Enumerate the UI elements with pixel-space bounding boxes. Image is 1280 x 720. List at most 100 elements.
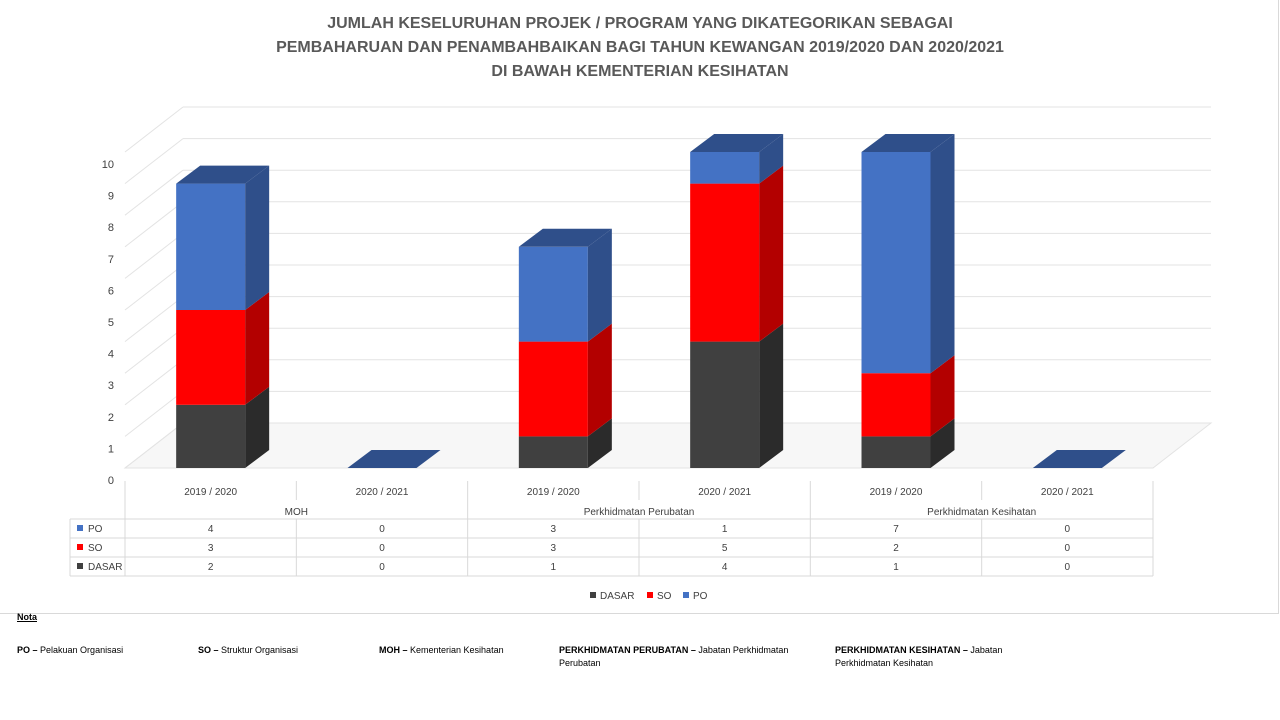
table-cell-value: 0 <box>379 543 385 554</box>
note-key: PERKHIDMATAN PERUBATAN <box>559 645 689 655</box>
note-key: PO <box>17 645 31 655</box>
bar-side-po <box>587 228 612 342</box>
y-tick-label: 1 <box>108 443 114 455</box>
gridline-side <box>124 138 184 184</box>
table-cell-value: 2 <box>208 562 214 573</box>
table-cell-value: 0 <box>379 562 385 573</box>
bar-side-dasar <box>245 386 270 468</box>
bar-po <box>861 152 931 374</box>
table-cell-value: 1 <box>722 524 728 535</box>
gridline-side <box>124 106 184 153</box>
chart-title-line-1: JUMLAH KESELURUHAN PROJEK / PROGRAM YANG… <box>327 15 953 32</box>
legend-key-po <box>683 592 689 598</box>
y-tick-label: 4 <box>108 349 114 361</box>
y-tick-label: 2 <box>108 412 114 424</box>
bar-side-so <box>245 292 270 405</box>
table-legend-key-so <box>77 544 83 550</box>
note-perkhidmatan-kesihatan: PERKHIDMATAN KESIHATAN – Jabatan Perkhid… <box>835 644 1045 670</box>
notes-heading: Nota <box>17 612 37 622</box>
bar-po <box>518 246 588 342</box>
y-tick-label: 5 <box>108 317 114 329</box>
note-key: SO <box>198 645 212 655</box>
note-text: Jabatan Perkhidmatan Kesihatan <box>835 645 1003 668</box>
table-cell-value: 4 <box>722 562 728 573</box>
note-text: Pelakuan Organisasi <box>40 645 124 655</box>
x-category-label: 2020 / 2021 <box>698 487 751 498</box>
note-sep: – <box>30 645 41 655</box>
note-sep: – <box>211 645 222 655</box>
gridline-side <box>124 169 184 216</box>
note-text: Kementerian Kesihatan <box>410 645 504 655</box>
bar-side-po <box>245 165 270 310</box>
bar-so <box>861 373 931 437</box>
gridline-side <box>124 233 184 279</box>
y-tick-label: 7 <box>108 254 114 266</box>
bar-top <box>347 450 441 468</box>
table-cell-value: 3 <box>208 543 214 554</box>
note-sep: – <box>400 645 411 655</box>
note-po: PO – Pelakuan Organisasi <box>17 644 187 657</box>
chart-area <box>0 0 1279 614</box>
bar-dasar <box>861 436 931 468</box>
bar-side-po <box>759 134 784 184</box>
x-group-label: MOH <box>285 507 308 518</box>
x-category-label: 2019 / 2020 <box>184 487 237 498</box>
table-cell-value: 2 <box>893 543 899 554</box>
x-category-label: 2019 / 2020 <box>527 487 580 498</box>
table-cell-value: 1 <box>893 562 899 573</box>
table-cell-value: 4 <box>208 524 214 535</box>
note-key: MOH <box>379 645 400 655</box>
bar-so <box>518 341 588 437</box>
y-tick-label: 9 <box>108 191 114 203</box>
gridline-side <box>124 296 184 342</box>
chart-title: JUMLAH KESELURUHAN PROJEK / PROGRAM YANG… <box>0 12 1280 84</box>
gridline-side <box>124 264 184 311</box>
x-group-label: Perkhidmatan Perubatan <box>584 507 695 518</box>
legend-label-so: SO <box>657 591 672 602</box>
table-row-header-so: SO <box>88 543 103 554</box>
y-tick-label: 0 <box>108 475 114 487</box>
table-cell-value: 3 <box>551 543 557 554</box>
bar-side-po <box>930 134 955 374</box>
note-key: PERKHIDMATAN KESIHATAN <box>835 645 961 655</box>
bar-dasar <box>690 341 760 468</box>
bar-side-so <box>930 355 955 437</box>
table-cell-value: 0 <box>1065 524 1071 535</box>
bar-top <box>861 134 955 152</box>
table-cell-value: 5 <box>722 543 728 554</box>
bar-top <box>690 134 784 152</box>
note-so: SO – Struktur Organisasi <box>198 644 368 657</box>
y-tick-label: 10 <box>102 159 114 171</box>
gridline-side <box>124 391 184 437</box>
bar-top <box>176 165 270 184</box>
bar-dasar <box>176 404 246 468</box>
note-sep: – <box>688 645 699 655</box>
note-moh: MOH – Kementerian Kesihatan <box>379 644 554 657</box>
table-cell-value: 7 <box>893 524 899 535</box>
legend-label-dasar: DASAR <box>600 591 634 602</box>
table-row-header-po: PO <box>88 524 103 535</box>
table-cell-value: 0 <box>1065 543 1071 554</box>
gridline-side <box>124 201 184 248</box>
chart-title-line-3: DI BAWAH KEMENTERIAN KESIHATAN <box>491 63 789 80</box>
gridline-side <box>124 422 184 469</box>
note-perkhidmatan-perubatan: PERKHIDMATAN PERUBATAN – Jabatan Perkhid… <box>559 644 789 670</box>
bar-top <box>518 228 612 247</box>
legend-key-so <box>647 592 653 598</box>
table-legend-key-po <box>77 525 83 531</box>
bar-side-dasar <box>587 418 612 468</box>
x-category-label: 2019 / 2020 <box>870 487 923 498</box>
table-cell-value: 1 <box>551 562 557 573</box>
bar-po <box>690 152 760 184</box>
legend-key-dasar <box>590 592 596 598</box>
x-group-label: Perkhidmatan Kesihatan <box>927 507 1036 518</box>
bar-side-dasar <box>759 323 784 468</box>
table-cell-value: 3 <box>551 524 557 535</box>
y-tick-label: 6 <box>108 285 114 297</box>
gridline-side <box>124 359 184 406</box>
bar-dasar <box>518 436 588 468</box>
legend-label-po: PO <box>693 591 708 602</box>
note-text: Struktur Organisasi <box>221 645 299 655</box>
bar-side-so <box>759 165 784 342</box>
